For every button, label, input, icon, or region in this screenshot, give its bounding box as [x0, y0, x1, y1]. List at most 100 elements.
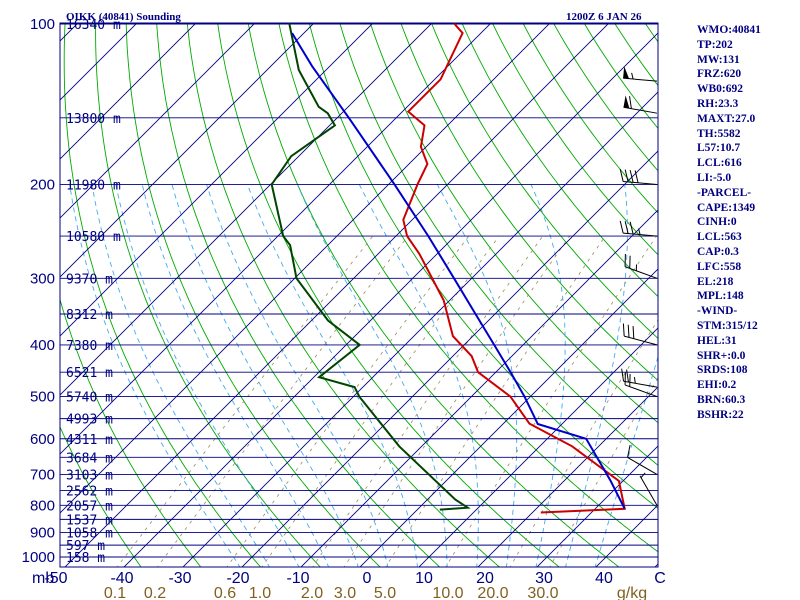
temperature-tick-label: -50	[44, 570, 67, 587]
index-line: WB0:692	[697, 83, 743, 96]
wind-barb-feather	[624, 169, 629, 183]
isotherm	[359, 268, 658, 567]
mixing-ratio-tick-label: 20.0	[477, 585, 508, 600]
wind-barb-staff	[623, 180, 658, 185]
mixing-ratio-line	[343, 235, 571, 567]
moist-adiabat	[141, 184, 330, 567]
mixing-ratio-tick-label: 0.6	[214, 585, 236, 600]
mixing-ratio-line	[509, 319, 658, 567]
wind-barb-staff	[639, 475, 658, 506]
isotherm	[60, 23, 256, 219]
index-line: STM:315/12	[697, 319, 758, 332]
mixing-ratio-tick-label: 5.0	[374, 585, 396, 600]
moist-adiabat	[115, 184, 300, 567]
index-line: WMO:40841	[697, 24, 761, 36]
isotherm	[536, 445, 658, 567]
wind-barb	[622, 323, 658, 346]
wind-barb-staff	[623, 106, 658, 114]
pressure-tick-label: 100	[30, 16, 55, 33]
index-line: TP:202	[697, 38, 733, 51]
isotherm	[60, 23, 374, 337]
parcel-trace	[291, 32, 626, 510]
wind-barb-half-feather	[638, 228, 641, 235]
height-label: 9370 m	[66, 272, 113, 287]
wind-barb	[639, 472, 658, 506]
height-label: 13800 m	[66, 112, 121, 127]
temperature-tick-label: C	[654, 570, 666, 587]
wind-barb-feather	[624, 221, 629, 234]
mixing-ratio-tick-label: 0.1	[104, 585, 126, 600]
wind-barb-staff	[623, 380, 658, 388]
wind-barb-feather	[622, 323, 625, 337]
isotherm	[60, 23, 315, 278]
wind-barb-staff	[624, 335, 658, 346]
wind-barb-half-feather	[631, 72, 634, 80]
height-label: 3684 m	[66, 451, 113, 466]
height-label: 2057 m	[66, 499, 113, 514]
height-label: 597 m	[66, 539, 105, 554]
pressure-tick-label: 800	[30, 497, 55, 514]
wind-barb	[623, 66, 658, 82]
index-line: LCL:616	[697, 157, 742, 170]
dry-adiabat	[60, 425, 142, 567]
index-line: CINH:0	[697, 216, 737, 229]
temperature-tick-label: 40	[595, 570, 613, 587]
height-label: 2562 m	[66, 484, 113, 499]
isotherm	[241, 150, 658, 567]
moist-adiabat	[594, 355, 658, 567]
height-label: 1537 m	[66, 513, 113, 528]
mixing-ratio-tick-label: 3.0	[334, 585, 356, 600]
isotherm	[477, 386, 658, 567]
index-line: L57:10.7	[697, 142, 741, 155]
moist-adiabat	[530, 184, 566, 567]
index-line: SRDS:108	[697, 364, 748, 377]
mixing-ratio-tick-label: 0.2	[144, 585, 166, 600]
sounding-traces	[270, 23, 626, 514]
height-label: 6521 m	[66, 366, 113, 381]
index-line: MPL:148	[697, 290, 744, 303]
isotherm	[60, 23, 551, 514]
index-line: CAPE:1349	[697, 201, 756, 214]
background-lines	[60, 23, 658, 567]
wind-barbs	[619, 66, 658, 506]
height-label: 16340 m	[66, 18, 121, 33]
wind-barb-feather	[627, 444, 631, 458]
index-line: -WIND-	[697, 305, 738, 318]
wind-barb-feather	[626, 369, 629, 383]
temperature-tick-label: 30	[535, 570, 553, 587]
dry-adiabat	[186, 23, 501, 567]
pressure-tick-label: 200	[30, 176, 55, 193]
temperature-tick-label: -20	[226, 570, 249, 587]
index-line: -PARCEL-	[697, 186, 752, 199]
index-line: CAP:0.3	[697, 245, 739, 258]
wind-barb-feather	[619, 169, 624, 182]
index-line: BRN:60.3	[697, 393, 746, 406]
wind-barb-staff	[627, 457, 658, 475]
wind-barb-half-feather	[640, 472, 646, 478]
isotherm	[60, 23, 433, 396]
index-line: EL:218	[697, 275, 734, 288]
dry-adiabat	[125, 23, 381, 567]
wind-barb-half-feather	[633, 376, 636, 384]
temperature-tick-label: -40	[110, 570, 133, 587]
index-line: TH:5582	[697, 127, 741, 140]
mixing-ratio-tick-label: 1.0	[249, 585, 271, 600]
wind-barb-feather	[621, 368, 625, 382]
chart-title: OIKK (40841) Sounding	[66, 11, 181, 23]
height-label: 11980 m	[66, 178, 121, 193]
pressure-tick-label: 600	[30, 431, 55, 448]
indices-panel: WMO:40841 TP:202 MW:131 FRZ:620 WB0:692 RH:23…	[697, 23, 797, 423]
index-line: RH:23.3	[697, 97, 739, 110]
pressure-tick-label: 1000	[22, 549, 55, 566]
index-line: HEL:31	[697, 334, 737, 347]
temperature-trace	[402, 23, 626, 514]
wind-barb	[627, 444, 658, 475]
wind-barb-feather	[632, 326, 635, 339]
index-line: MW:131	[697, 53, 740, 66]
pressure-tick-label: 900	[30, 525, 55, 542]
wind-barb-staff	[624, 266, 658, 279]
wind-barb-feather	[619, 220, 624, 234]
index-line: EHI:0.2	[697, 379, 737, 392]
moist-adiabat	[247, 184, 419, 567]
